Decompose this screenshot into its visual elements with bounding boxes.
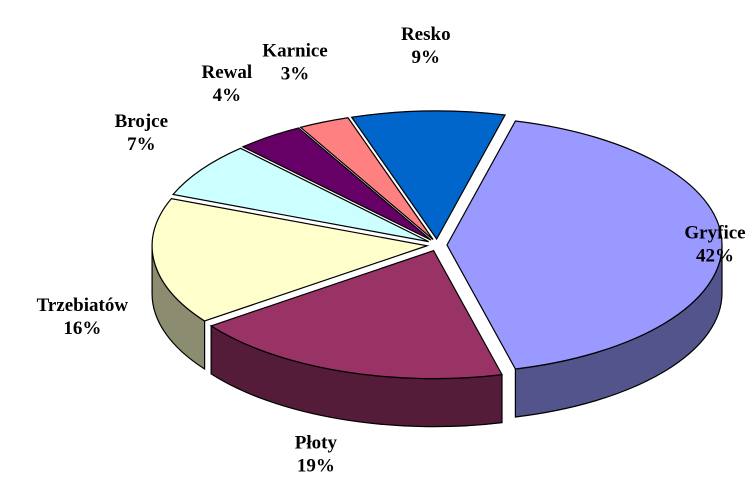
slice xyxy=(299,117,434,240)
slice-value-label: 19% xyxy=(297,455,335,476)
slice-value-label: 3% xyxy=(281,63,310,84)
slice-label: Resko xyxy=(401,24,451,45)
slice-label: Trzebiatów xyxy=(37,295,129,316)
slice-label: Rewal xyxy=(202,62,253,83)
slice-label: Brojce xyxy=(115,111,168,132)
slice-value-label: 4% xyxy=(213,85,242,106)
slice-label: Płoty xyxy=(295,432,338,453)
slice xyxy=(151,197,430,322)
slice-label: Karnice xyxy=(262,40,327,61)
slice xyxy=(209,249,503,380)
slice xyxy=(350,110,507,241)
slice xyxy=(446,120,723,370)
slice-label: Gryfice xyxy=(684,222,745,243)
slice-value-label: 7% xyxy=(127,134,156,155)
slice-value-label: 9% xyxy=(412,47,441,68)
slice xyxy=(241,127,432,241)
slice xyxy=(171,147,429,243)
slice-value-label: 42% xyxy=(696,245,734,266)
slice-value-label: 16% xyxy=(63,318,101,339)
